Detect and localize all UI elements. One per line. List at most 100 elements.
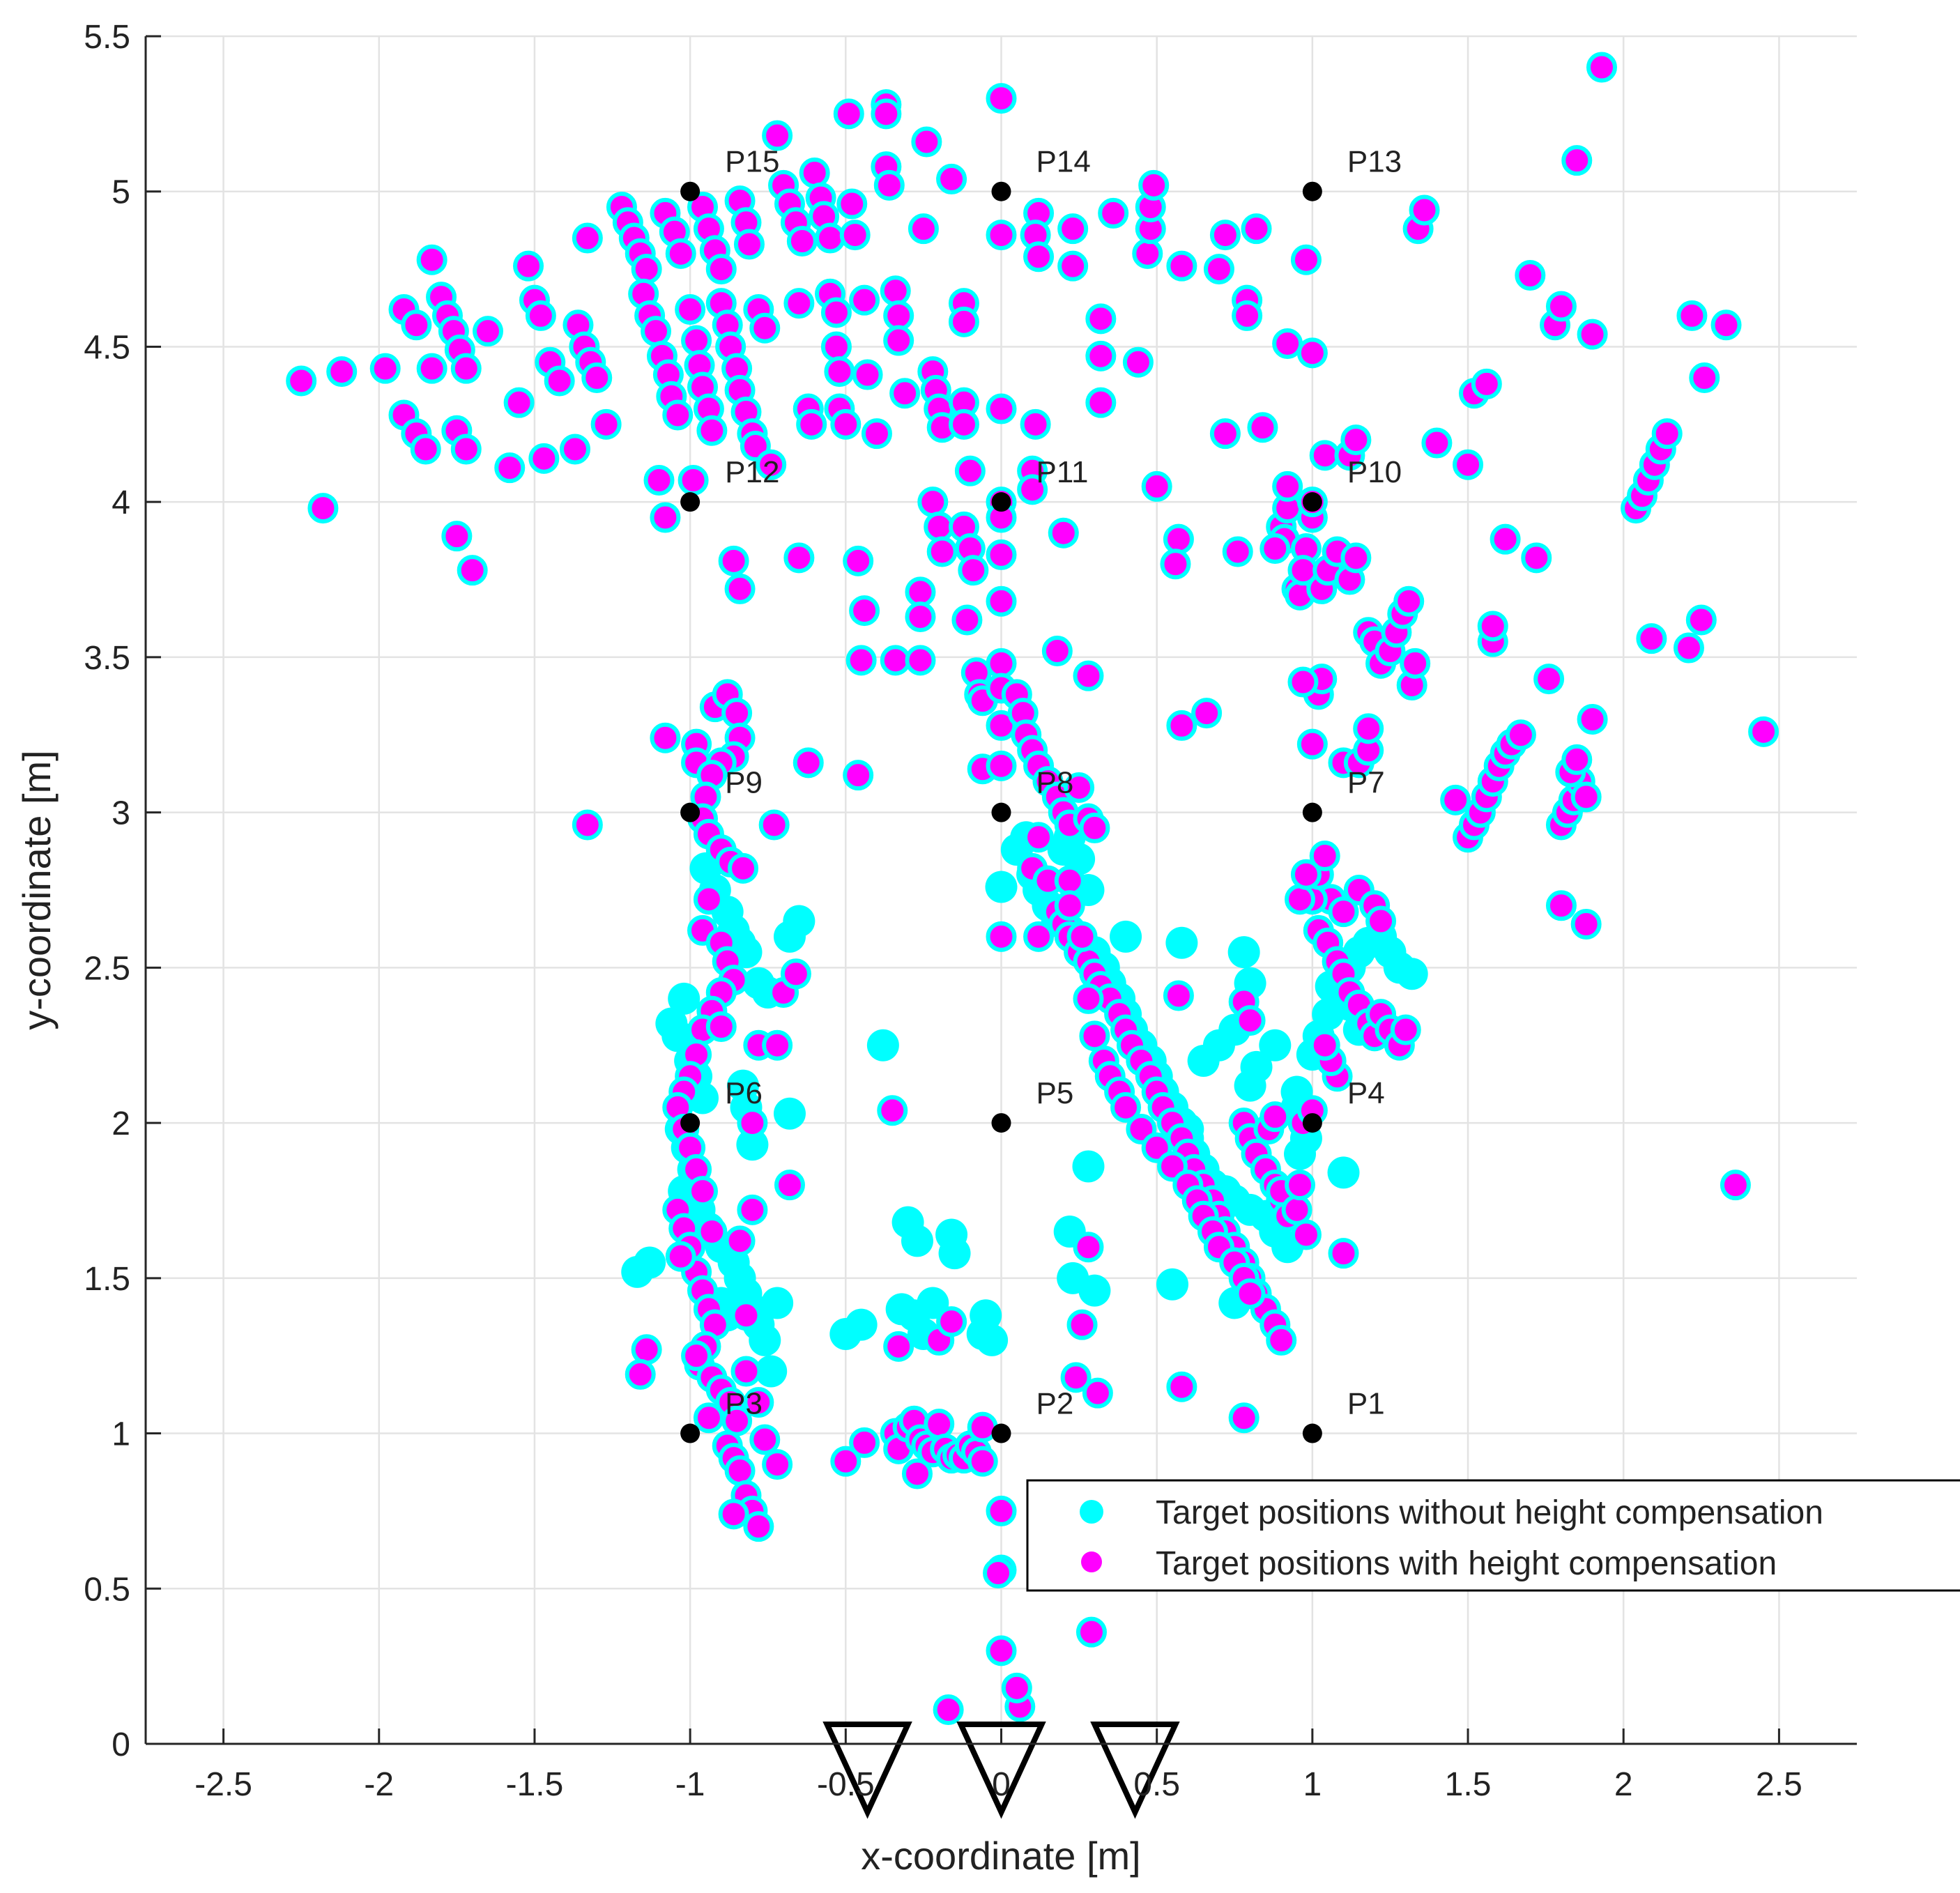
data-point xyxy=(1085,303,1117,335)
data-point xyxy=(681,1340,712,1372)
data-point xyxy=(908,213,939,245)
y-tick-label: 2 xyxy=(112,1105,130,1142)
data-point xyxy=(799,158,830,188)
data-point xyxy=(986,647,1017,679)
data-point xyxy=(410,434,441,465)
data-point xyxy=(1082,1377,1113,1409)
x-tick-label: 1 xyxy=(1303,1766,1322,1803)
data-point xyxy=(986,393,1017,424)
data-point xyxy=(938,1237,971,1270)
data-point xyxy=(1533,664,1565,695)
data-point xyxy=(1227,936,1260,969)
data-point xyxy=(1393,585,1425,617)
sensor-marker xyxy=(956,1722,1046,1819)
data-point xyxy=(1290,244,1322,275)
data-point xyxy=(1057,213,1089,245)
data-point xyxy=(1636,623,1667,654)
data-point xyxy=(1545,291,1577,322)
reference-point-label: P9 xyxy=(725,766,763,800)
data-point xyxy=(525,300,556,331)
data-point xyxy=(1166,1371,1197,1402)
y-tick-label: 5.5 xyxy=(84,19,130,56)
data-point xyxy=(1023,921,1055,952)
data-point xyxy=(675,294,706,325)
reference-point-label: P8 xyxy=(1036,766,1074,800)
data-point xyxy=(286,365,317,397)
data-point xyxy=(1232,300,1263,331)
data-point xyxy=(783,542,815,574)
legend-label-without-height-compensation: Target positions without height compensa… xyxy=(1156,1494,1823,1531)
data-point xyxy=(783,905,816,937)
data-point xyxy=(1073,660,1104,691)
data-point xyxy=(1085,340,1117,371)
data-point xyxy=(889,378,921,409)
data-point xyxy=(1228,1402,1260,1434)
data-point xyxy=(1001,1672,1032,1703)
data-point xyxy=(705,1011,737,1042)
data-point xyxy=(820,331,852,362)
data-point xyxy=(581,362,613,393)
reference-point-label: P15 xyxy=(725,145,779,179)
data-point xyxy=(783,288,815,319)
data-point xyxy=(737,1194,768,1225)
data-point xyxy=(662,399,694,431)
reference-point-label: P2 xyxy=(1036,1387,1074,1421)
data-point xyxy=(1290,1219,1322,1250)
data-point xyxy=(326,356,358,388)
data-point xyxy=(883,300,914,331)
data-point xyxy=(849,595,880,627)
data-point xyxy=(1247,412,1278,443)
data-point xyxy=(687,1176,718,1207)
reference-point-label: P13 xyxy=(1347,145,1402,179)
data-point xyxy=(737,1108,768,1139)
data-point xyxy=(1400,647,1431,679)
reference-point-marker xyxy=(680,492,700,512)
x-tick-label: 2 xyxy=(1614,1766,1633,1803)
data-point xyxy=(1163,980,1194,1011)
data-point xyxy=(883,325,914,356)
legend-marker-without-height-compensation xyxy=(1080,1500,1103,1524)
data-point xyxy=(933,1694,964,1725)
data-point xyxy=(1281,1194,1312,1225)
data-point xyxy=(724,1225,756,1257)
reference-point-marker xyxy=(1302,802,1322,822)
data-point xyxy=(873,169,905,201)
x-tick-label: 2.5 xyxy=(1756,1766,1802,1803)
data-point xyxy=(1651,418,1683,450)
data-point xyxy=(986,585,1017,617)
data-point xyxy=(450,434,482,465)
data-point xyxy=(503,387,535,418)
data-point xyxy=(780,958,811,990)
y-tick-label: 1 xyxy=(112,1416,130,1453)
data-point xyxy=(1241,213,1272,245)
data-point xyxy=(743,1511,774,1542)
data-point xyxy=(1085,387,1117,418)
data-point xyxy=(1222,536,1253,567)
data-point xyxy=(845,1308,878,1341)
data-point xyxy=(528,443,560,474)
reference-point-label: P11 xyxy=(1036,455,1089,489)
data-point xyxy=(736,1128,769,1161)
data-point xyxy=(911,126,942,158)
data-point xyxy=(1577,704,1608,735)
data-point xyxy=(724,1455,756,1486)
data-point xyxy=(544,365,575,397)
data-point xyxy=(718,1499,749,1530)
data-point xyxy=(1272,328,1303,359)
data-point xyxy=(839,220,871,251)
data-point xyxy=(1132,238,1163,269)
y-tick-label: 0.5 xyxy=(84,1571,130,1608)
data-point xyxy=(650,722,681,753)
data-point xyxy=(1073,1232,1104,1263)
data-point xyxy=(986,1635,1017,1666)
data-point xyxy=(743,1387,774,1418)
reference-point-marker xyxy=(1302,492,1322,512)
data-point xyxy=(1561,744,1593,775)
data-point xyxy=(905,601,936,632)
data-point xyxy=(1328,1238,1359,1269)
data-point xyxy=(1421,427,1453,459)
data-point xyxy=(1075,1616,1107,1648)
data-point xyxy=(631,254,662,285)
data-point xyxy=(677,465,709,496)
reference-point-label: P5 xyxy=(1036,1076,1074,1110)
